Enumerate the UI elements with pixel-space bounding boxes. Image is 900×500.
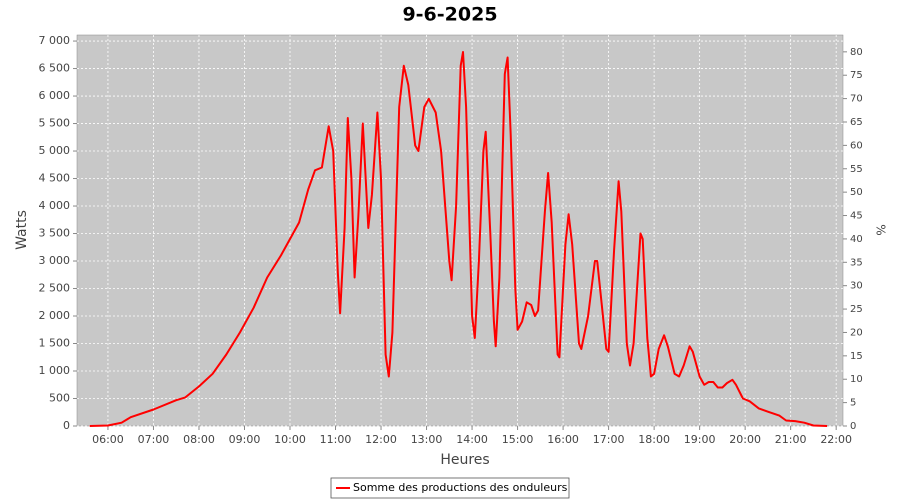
chart-title: 9-6-2025	[402, 4, 497, 26]
y-tick-label: 5 000	[39, 144, 71, 157]
x-tick-label: 10:00	[274, 433, 306, 446]
y-tick-label: 1 500	[39, 337, 71, 350]
y-tick-label: 500	[49, 392, 70, 405]
y2-tick-label: 15	[850, 351, 863, 362]
y-tick-label: 6 500	[39, 62, 71, 75]
y-tick-label: 2 000	[39, 309, 71, 322]
x-tick-label: 15:00	[502, 433, 534, 446]
y-tick-label: 3 000	[39, 254, 71, 267]
y2-tick-label: 75	[850, 70, 863, 81]
x-tick-label: 20:00	[729, 433, 761, 446]
y2-tick-label: 60	[850, 140, 863, 151]
y2-tick-label: 5	[850, 398, 856, 409]
y2-tick-label: 45	[850, 211, 863, 222]
y2-tick-label: 20	[850, 327, 863, 338]
x-tick-label: 18:00	[638, 433, 670, 446]
legend-label: Somme des productions des onduleurs	[353, 481, 568, 494]
x-tick-label: 22:00	[820, 433, 852, 446]
y2-tick-label: 25	[850, 304, 863, 315]
x-tick-label: 14:00	[456, 433, 488, 446]
x-tick-label: 07:00	[138, 433, 170, 446]
legend	[330, 477, 570, 499]
y2-tick-label: 40	[850, 234, 863, 245]
x-tick-label: 19:00	[684, 433, 716, 446]
y-tick-label: 6 000	[39, 89, 71, 102]
y-tick-label: 3 500	[39, 227, 71, 240]
y2-tick-label: 30	[850, 281, 863, 292]
y-tick-label: 7 000	[39, 34, 71, 47]
y2-tick-label: 55	[850, 164, 863, 175]
y-tick-label: 4 500	[39, 172, 71, 185]
y2-tick-label: 0	[850, 421, 856, 432]
x-tick-label: 16:00	[547, 433, 579, 446]
y2-axis-label: %	[874, 224, 888, 235]
y2-tick-label: 80	[850, 47, 863, 58]
y-tick-label: 5 500	[39, 117, 71, 130]
x-tick-label: 13:00	[411, 433, 443, 446]
x-tick-label: 17:00	[593, 433, 625, 446]
y2-tick-label: 50	[850, 187, 863, 198]
x-tick-label: 11:00	[320, 433, 352, 446]
y-tick-label: 2 500	[39, 282, 71, 295]
y2-tick-label: 10	[850, 374, 863, 385]
x-axis-label: Heures	[440, 452, 489, 468]
series-line	[89, 51, 828, 427]
y2-tick-label: 70	[850, 94, 863, 105]
x-tick-label: 06:00	[92, 433, 124, 446]
x-tick-label: 08:00	[183, 433, 215, 446]
y-tick-label: 1 000	[39, 364, 71, 377]
y-tick-label: 4 000	[39, 199, 71, 212]
x-tick-label: 21:00	[775, 433, 807, 446]
y-tick-label: 0	[63, 419, 70, 432]
y-axis-label: Watts	[14, 210, 30, 250]
y2-tick-label: 35	[850, 257, 863, 268]
x-tick-label: 09:00	[229, 433, 261, 446]
x-tick-label: 12:00	[365, 433, 397, 446]
y2-tick-label: 65	[850, 117, 863, 128]
